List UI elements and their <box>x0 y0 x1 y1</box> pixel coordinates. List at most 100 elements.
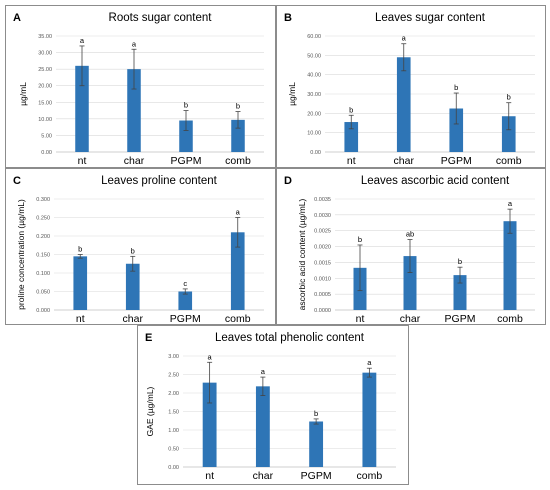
y-tick-label: 20.00 <box>307 111 321 117</box>
category-label: PGPM <box>445 313 476 324</box>
panel-letter: A <box>13 12 21 24</box>
bar-nt <box>344 122 359 152</box>
bar-pgpm <box>453 275 467 310</box>
y-tick-label: 0.0020 <box>314 245 331 251</box>
y-tick-label: 5.00 <box>41 133 52 139</box>
significance-label: b <box>314 409 318 418</box>
y-tick-label: 1.50 <box>168 410 179 416</box>
y-axis-label: GAE (µg/mL) <box>145 386 155 436</box>
significance-label: b <box>236 102 240 111</box>
y-tick-label: 60.00 <box>307 34 321 40</box>
significance-label: a <box>402 34 407 43</box>
chart-d: D Leaves ascorbic acid content 0.0000 0.000… <box>284 175 535 324</box>
y-tick-label: 0.050 <box>36 290 50 296</box>
y-tick-label: 0.000 <box>36 308 50 314</box>
significance-label: a <box>508 199 513 208</box>
panel-letter: E <box>145 332 152 344</box>
chart-c: C Leaves proline content 0.000 0.050 0.100 0.… <box>13 175 264 324</box>
category-label: PGPM <box>171 155 202 167</box>
significance-label: a <box>132 39 137 48</box>
y-tick-label: 50.00 <box>307 53 321 59</box>
bar-pgpm <box>179 120 193 152</box>
bar-char <box>396 57 411 153</box>
category-label: char <box>394 155 415 167</box>
panel-b: B Leaves sugar content 0.00 10.00 20.00 30.00… <box>276 5 546 168</box>
chart-title: Roots sugar content <box>109 12 213 24</box>
significance-label: b <box>78 245 82 254</box>
bar-nt <box>202 382 217 467</box>
significance-label: b <box>131 246 135 255</box>
y-axis-label: µg/mL <box>18 82 28 106</box>
y-tick-label: 0.200 <box>36 234 50 240</box>
significance-label: a <box>367 358 372 367</box>
category-label: PGPM <box>441 155 472 167</box>
category-label: nt <box>356 313 365 324</box>
bar-char <box>125 263 140 310</box>
y-tick-label: 0.0000 <box>314 308 331 314</box>
panel-c: C Leaves proline content 0.000 0.050 0.100 0.… <box>5 168 276 325</box>
category-label: char <box>123 313 144 324</box>
significance-label: ab <box>406 230 414 239</box>
chart-e: E Leaves total phenolic content 0.00 0.50 1.… <box>145 332 396 482</box>
y-tick-label: 0.0030 <box>314 213 331 219</box>
y-tick-label: 2.00 <box>168 391 179 397</box>
y-tick-label: 0.0015 <box>314 260 331 266</box>
significance-label: b <box>358 235 362 244</box>
bar-char <box>127 69 141 152</box>
significance-label: b <box>458 257 462 266</box>
y-axis-label: proline concentration (µg/mL) <box>16 199 26 310</box>
y-tick-label: 0.00 <box>310 150 321 156</box>
y-tick-label: 15.00 <box>38 100 52 106</box>
y-tick-label: 0.00 <box>168 465 179 471</box>
y-tick-label: 0.0025 <box>314 229 331 235</box>
y-axis-label: ascorbic acid content (µg/mL) <box>297 199 307 311</box>
significance-label: b <box>454 83 458 92</box>
y-tick-label: 0.0005 <box>314 292 331 298</box>
y-tick-label: 25.00 <box>38 67 52 73</box>
panel-letter: B <box>284 12 292 24</box>
y-tick-label: 0.300 <box>36 197 50 203</box>
category-label: nt <box>205 470 214 482</box>
bar-comb <box>503 221 517 310</box>
category-label: PGPM <box>301 470 332 482</box>
significance-label: a <box>208 352 213 361</box>
bar-pgpm <box>309 421 324 467</box>
bar-comb <box>501 116 516 152</box>
category-label: comb <box>225 155 251 167</box>
category-label: comb <box>357 470 383 482</box>
category-label: nt <box>347 155 356 167</box>
y-axis-label: µg/mL <box>287 82 297 106</box>
y-tick-label: 0.150 <box>36 253 50 259</box>
y-tick-label: 30.00 <box>38 51 52 57</box>
y-tick-label: 0.0010 <box>314 276 331 282</box>
category-label: comb <box>225 313 251 324</box>
y-tick-label: 40.00 <box>307 73 321 79</box>
y-tick-label: 0.250 <box>36 216 50 222</box>
bar-nt <box>73 256 88 310</box>
bar-pgpm <box>178 291 193 310</box>
bar-comb <box>231 119 245 152</box>
y-tick-label: 1.00 <box>168 428 179 434</box>
significance-label: b <box>349 105 353 114</box>
chart-title: Leaves proline content <box>101 175 218 187</box>
bar-comb <box>362 372 377 467</box>
chart-title: Leaves ascorbic acid content <box>361 175 510 187</box>
category-label: char <box>124 155 145 167</box>
bar-pgpm <box>449 108 464 152</box>
significance-label: b <box>184 101 188 110</box>
bar-char <box>403 256 417 310</box>
y-tick-label: 0.50 <box>168 447 179 453</box>
category-label: nt <box>76 313 85 324</box>
y-tick-label: 35.00 <box>38 34 52 40</box>
chart-title: Leaves sugar content <box>375 12 486 24</box>
panel-letter: D <box>284 175 292 187</box>
panel-a: A Roots sugar content 0.00 5.00 10.00 15.00 20… <box>5 5 276 168</box>
y-tick-label: 0.00 <box>41 150 52 156</box>
panel-e: E Leaves total phenolic content 0.00 0.50 1.… <box>137 325 409 485</box>
panel-letter: C <box>13 175 21 187</box>
category-label: char <box>400 313 421 324</box>
category-label: comb <box>496 155 522 167</box>
y-tick-label: 20.00 <box>38 84 52 90</box>
bar-nt <box>75 65 89 152</box>
category-label: nt <box>78 155 87 167</box>
